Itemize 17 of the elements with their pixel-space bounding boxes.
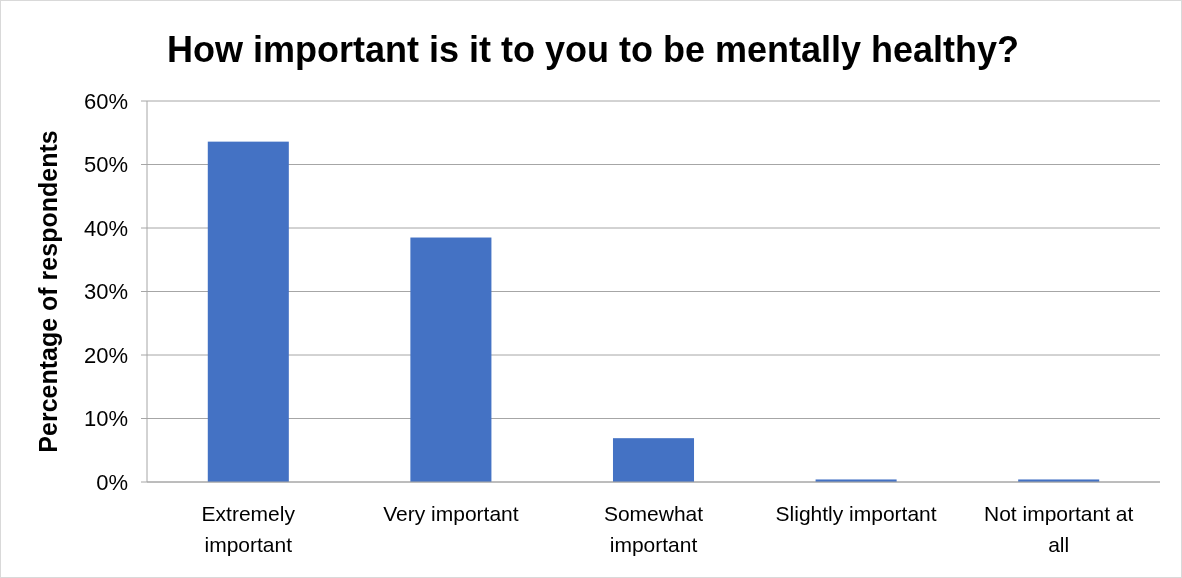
- y-tick-label: 20%: [83, 342, 128, 368]
- x-tick-label: Extremely important: [201, 502, 296, 556]
- x-tick-label: Slightly important: [775, 502, 937, 525]
- x-tick-label: Very important: [383, 502, 519, 525]
- bar: [207, 141, 289, 482]
- y-tick-label: 60%: [83, 88, 128, 114]
- bar: [410, 237, 492, 482]
- y-tick-label: 0%: [96, 469, 128, 495]
- bar: [612, 438, 695, 482]
- chart-title: How important is it to you to be mentally healthy?: [166, 29, 1020, 70]
- y-tick-label: 30%: [83, 279, 128, 305]
- y-tick-label: 50%: [83, 152, 128, 178]
- x-tick-label: Somewhat important: [603, 502, 704, 556]
- x-tick-label: Not important at all: [984, 502, 1134, 556]
- y-tick-label: 40%: [83, 215, 128, 241]
- y-axis-title: Percentage of respondents: [34, 130, 62, 453]
- y-tick-label: 10%: [83, 406, 128, 432]
